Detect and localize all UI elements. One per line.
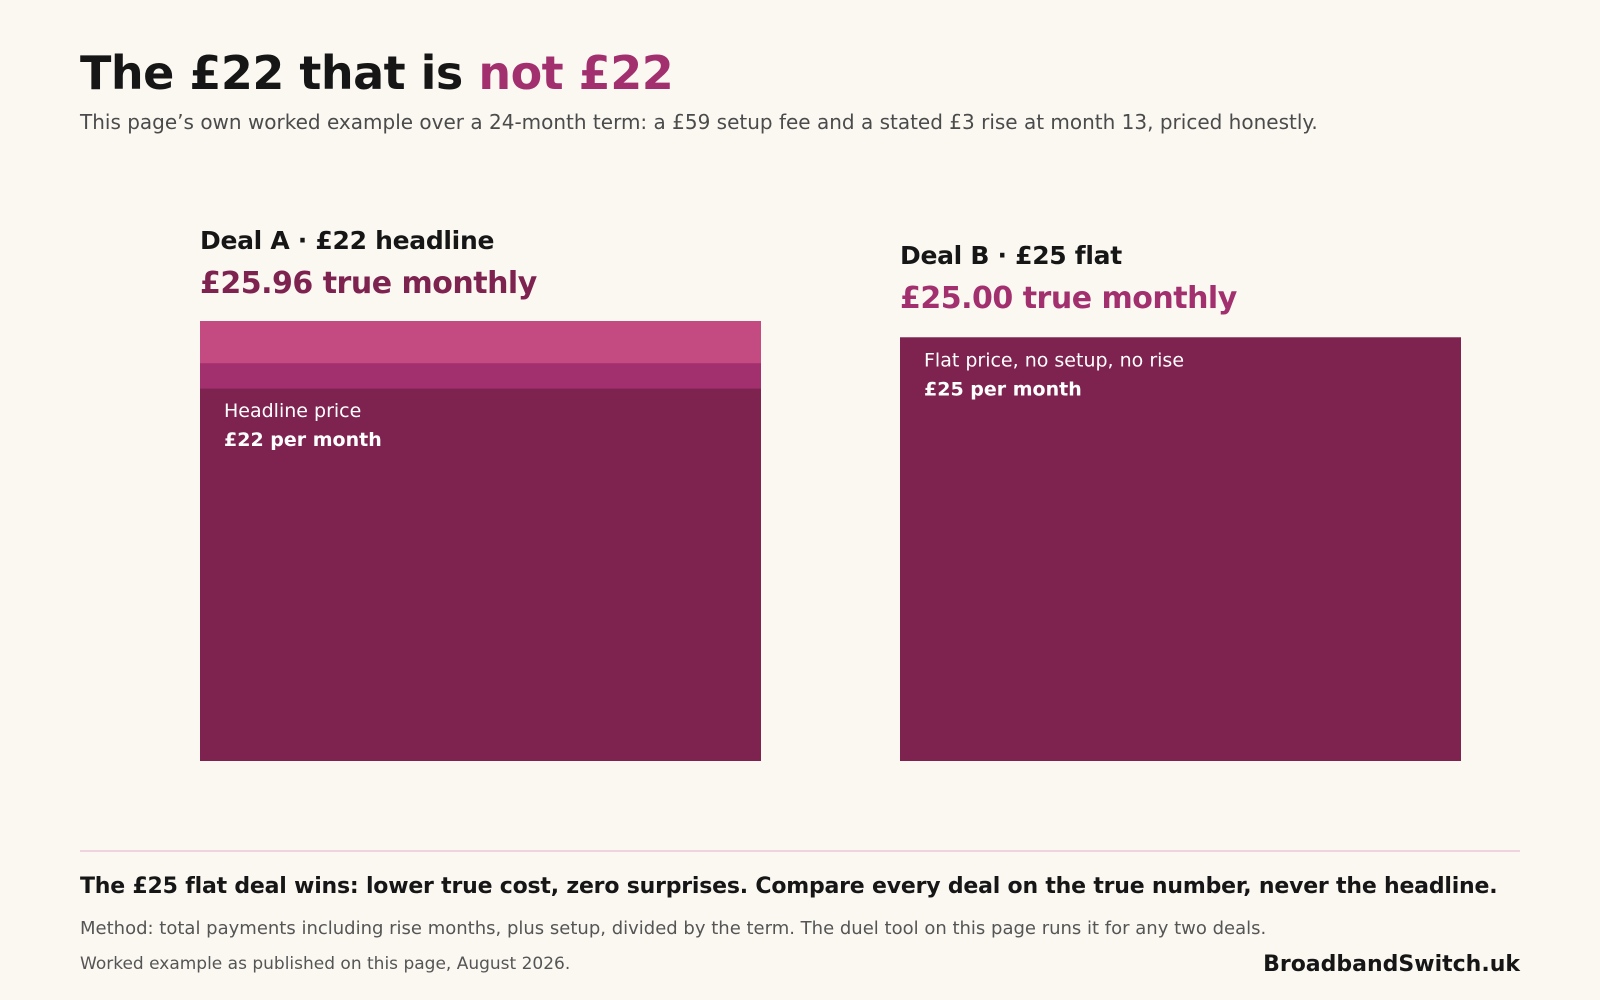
deal-a-bar-rise <box>200 362 761 389</box>
conclusion-text: The £25 flat deal wins: lower true cost,… <box>80 874 1498 899</box>
segment-label: Headline price <box>224 400 361 422</box>
segment-value-label: £22 per month <box>224 429 382 451</box>
page-title: The £22 that is not £22 <box>80 46 674 100</box>
deal-b-title: Deal B · £25 flat <box>900 241 1122 270</box>
title-accent: not £22 <box>478 46 674 100</box>
deal-b-true-monthly: £25.00 true monthly <box>900 281 1237 316</box>
deal-a-true-monthly: £25.96 true monthly <box>200 266 537 301</box>
deal-a-bar-setup <box>200 321 761 364</box>
page-subtitle: This page’s own worked example over a 24… <box>80 110 1318 134</box>
segment-value-label: £25 per month <box>924 378 1082 400</box>
deal-a-title: Deal A · £22 headline <box>200 226 495 255</box>
footnote: Worked example as published on this page… <box>80 954 571 974</box>
brand-logo: BroadbandSwitch.uk <box>1263 952 1520 977</box>
divider <box>80 850 1520 852</box>
deal-b-bar-flat-price <box>900 337 1461 761</box>
title-main: The £22 that is <box>80 46 463 100</box>
deal-a-bar-headline-price <box>200 388 761 761</box>
segment-label: Flat price, no setup, no rise <box>924 349 1184 371</box>
method-note: Method: total payments including rise mo… <box>80 918 1267 939</box>
